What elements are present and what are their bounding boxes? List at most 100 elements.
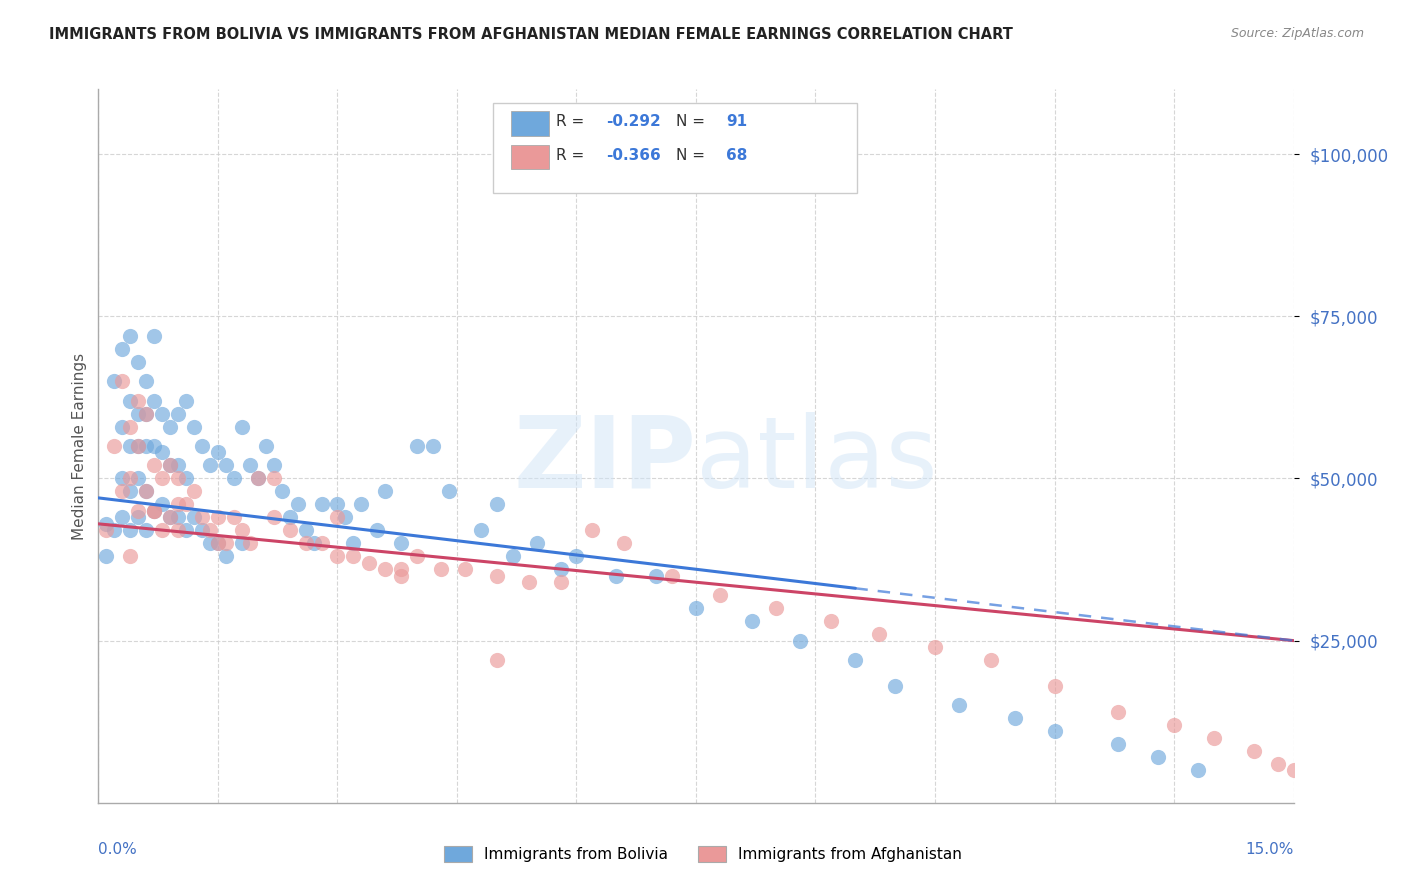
Text: -0.366: -0.366 [606,148,661,163]
Point [111,471,134,485]
Point [120,524,142,538]
Point [1107,738,1129,752]
Point [526,536,548,550]
Point [159,419,181,434]
FancyBboxPatch shape [494,103,858,193]
Point [374,562,396,576]
Point [174,393,197,408]
Point [294,524,316,538]
Point [143,504,166,518]
Point [406,549,429,564]
Text: atlas: atlas [696,412,938,508]
Point [215,458,238,473]
Point [143,458,166,473]
Point [437,484,460,499]
Point [470,524,492,538]
FancyBboxPatch shape [510,145,548,169]
Point [270,484,292,499]
Text: R =: R = [557,148,589,163]
Point [1282,764,1305,778]
Point [150,471,173,485]
Point [254,439,277,453]
Point [263,458,285,473]
Point [231,536,253,550]
Point [143,504,166,518]
Point [1202,731,1225,745]
Point [120,484,142,499]
Point [263,471,285,485]
Point [135,484,157,499]
Point [127,439,149,453]
Legend: Immigrants from Bolivia, Immigrants from Afghanistan: Immigrants from Bolivia, Immigrants from… [437,840,969,868]
Point [167,458,190,473]
Point [120,471,142,485]
Point [183,419,205,434]
Point [406,439,429,453]
Point [661,568,683,582]
Text: N =: N = [676,114,710,128]
Point [502,549,524,564]
Text: N =: N = [676,148,710,163]
Point [120,439,142,453]
Point [127,407,149,421]
Point [183,510,205,524]
Point [143,439,166,453]
Point [311,536,333,550]
Point [1004,711,1026,725]
Point [709,588,731,602]
Point [246,471,269,485]
Point [150,407,173,421]
Point [924,640,946,654]
Point [581,524,603,538]
Point [150,524,173,538]
Point [613,536,636,550]
Text: 15.0%: 15.0% [1246,842,1294,857]
Point [1107,705,1129,719]
Point [550,575,572,590]
Text: R =: R = [557,114,589,128]
Point [120,419,142,434]
Point [485,497,508,511]
Point [198,458,221,473]
Point [517,575,540,590]
Point [111,510,134,524]
Point [366,524,388,538]
Point [143,328,166,343]
Point [167,524,190,538]
Point [1043,724,1066,739]
Point [111,374,134,388]
Point [335,510,357,524]
Point [789,633,811,648]
Point [96,516,118,531]
Point [326,549,349,564]
Point [167,510,190,524]
Point [231,524,253,538]
Point [389,536,412,550]
Point [844,653,866,667]
Point [741,614,763,628]
Point [239,458,262,473]
Point [159,510,181,524]
Point [191,524,214,538]
Point [550,562,572,576]
Point [294,536,316,550]
Point [150,445,173,459]
Point [143,393,166,408]
Point [1243,744,1265,758]
Point [198,536,221,550]
Text: -0.292: -0.292 [606,114,661,128]
Point [278,524,301,538]
Point [103,374,125,388]
Point [765,601,787,615]
Point [422,439,444,453]
Text: 91: 91 [725,114,747,128]
Point [263,510,285,524]
Text: Source: ZipAtlas.com: Source: ZipAtlas.com [1230,27,1364,40]
Point [159,458,181,473]
Point [120,393,142,408]
Point [96,524,118,538]
Point [135,374,157,388]
Point [120,549,142,564]
Point [127,504,149,518]
Point [430,562,453,576]
